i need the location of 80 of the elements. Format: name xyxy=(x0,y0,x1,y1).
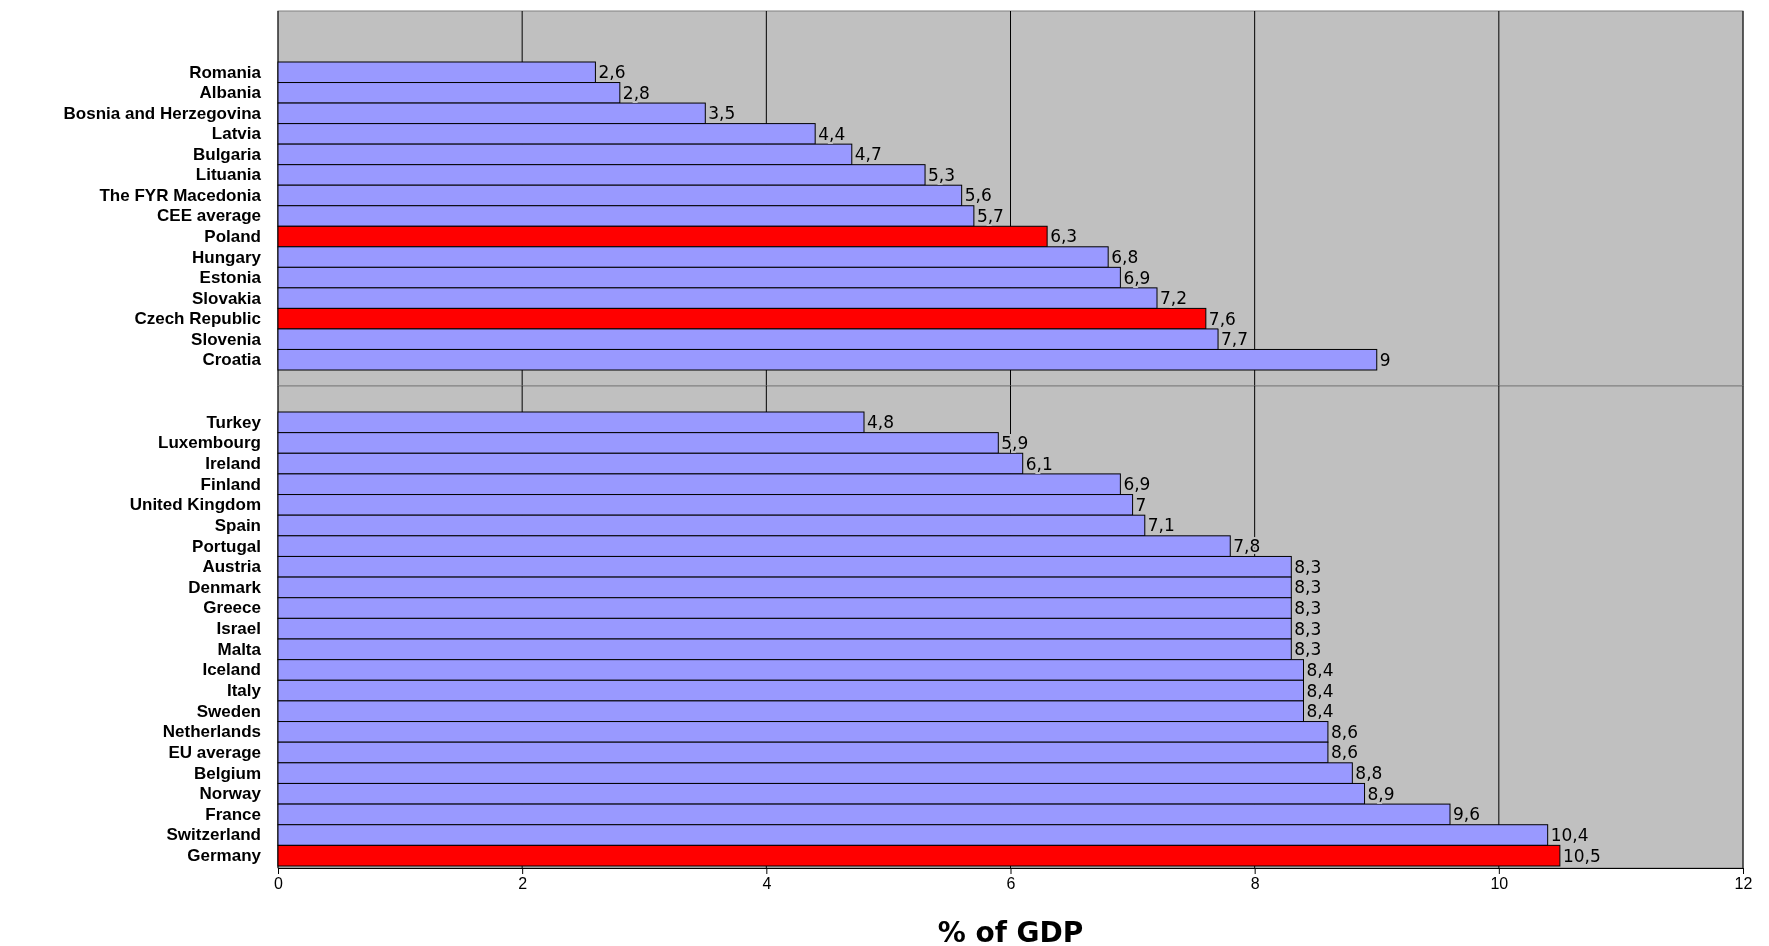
data-label: 8,6 xyxy=(1330,742,1358,763)
data-label: 6,9 xyxy=(1123,267,1151,288)
y-tick-label: Slovakia xyxy=(192,288,262,308)
y-tick-label: Italy xyxy=(226,681,262,701)
data-label: 8,6 xyxy=(1330,721,1358,742)
y-tick-label: United Kingdom xyxy=(129,495,261,515)
data-label: 5,3 xyxy=(928,164,956,185)
x-tick-label: 8 xyxy=(1250,875,1260,892)
data-label: 4,4 xyxy=(818,123,846,144)
data-label: 8,9 xyxy=(1367,783,1395,804)
y-tick-label: France xyxy=(205,804,261,824)
data-label: 7,2 xyxy=(1160,288,1188,309)
data-label: 9 xyxy=(1379,349,1391,370)
data-label: 2,8 xyxy=(622,82,650,103)
y-tick-label: Malta xyxy=(217,639,262,659)
y-tick-label: Croatia xyxy=(202,350,262,370)
y-tick-label: Israel xyxy=(216,619,261,639)
x-tick-label: 6 xyxy=(1006,875,1016,892)
data-label: 8,3 xyxy=(1294,556,1322,577)
y-tick-label: Albania xyxy=(199,83,262,103)
data-label: 7,7 xyxy=(1221,329,1249,350)
x-tick-label: 12 xyxy=(1734,875,1753,892)
y-tick-label: Slovenia xyxy=(191,329,262,349)
data-label: 6,3 xyxy=(1050,226,1078,247)
y-tick-label: Luxembourg xyxy=(158,433,261,453)
data-label: 10,4 xyxy=(1550,825,1589,845)
data-label: 5,7 xyxy=(976,205,1004,226)
data-label: 7 xyxy=(1135,494,1147,515)
y-tick-label: Bosnia and Herzegovina xyxy=(63,103,262,123)
y-tick-label: Finland xyxy=(200,474,261,494)
y-tick-label: Portugal xyxy=(192,536,261,556)
data-label: 8,3 xyxy=(1294,598,1322,618)
data-label: 6,9 xyxy=(1123,474,1151,495)
data-label: 6,8 xyxy=(1111,247,1139,268)
y-tick-label: Iceland xyxy=(202,660,261,680)
y-tick-label: Spain xyxy=(214,515,261,535)
data-label: 7,6 xyxy=(1208,308,1236,329)
data-label: 2,6 xyxy=(598,62,626,83)
y-tick-label: Sweden xyxy=(196,701,261,721)
x-tick-label: 4 xyxy=(762,875,772,892)
y-tick-label: Estonia xyxy=(199,268,262,288)
data-label: 4,8 xyxy=(867,412,895,433)
y-tick-label: Poland xyxy=(204,226,261,246)
x-axis-title: % of GDP xyxy=(937,916,1084,946)
y-tick-label: Lituania xyxy=(195,165,262,185)
y-tick-label: Austria xyxy=(202,557,262,577)
x-tick-label: 0 xyxy=(274,875,284,892)
data-label: 8,4 xyxy=(1306,659,1334,680)
data-label: 8,4 xyxy=(1306,680,1334,701)
data-label: 5,6 xyxy=(964,185,992,206)
y-tick-label: Romania xyxy=(189,62,262,82)
data-label: 7,1 xyxy=(1147,515,1175,536)
y-tick-label: Ireland xyxy=(205,454,261,474)
y-tick-label: The FYR Macedonia xyxy=(99,185,262,205)
data-label: 8,3 xyxy=(1294,639,1322,660)
data-label: 8,3 xyxy=(1294,618,1322,639)
x-tick-label: 2 xyxy=(518,875,528,892)
data-label: 3,5 xyxy=(708,103,736,124)
data-label: 9,6 xyxy=(1453,804,1481,825)
y-tick-label: Norway xyxy=(199,784,262,804)
y-tick-label: Switzerland xyxy=(166,825,261,845)
y-tick-label: Czech Republic xyxy=(134,309,261,329)
data-label: 4,7 xyxy=(854,144,882,165)
y-tick-label: Denmark xyxy=(188,577,262,597)
data-label: 10,5 xyxy=(1562,845,1601,866)
y-tick-label: Germany xyxy=(187,846,262,866)
y-tick-label: Latvia xyxy=(211,124,262,144)
data-label: 8,8 xyxy=(1355,763,1383,784)
y-tick-label: CEE average xyxy=(157,206,261,226)
data-label: 8,3 xyxy=(1294,577,1322,598)
x-tick-label: 10 xyxy=(1490,875,1509,892)
data-label: 8,4 xyxy=(1306,701,1334,722)
y-tick-label: Belgium xyxy=(193,763,261,783)
y-tick-label: Netherlands xyxy=(162,722,261,742)
data-label: 6,1 xyxy=(1025,453,1053,474)
y-tick-label: Hungary xyxy=(192,247,262,267)
y-tick-label: Turkey xyxy=(206,412,262,432)
y-tick-label: Bulgaria xyxy=(192,144,262,164)
y-tick-label: EU average xyxy=(168,742,261,762)
y-tick-label: Greece xyxy=(203,598,261,618)
